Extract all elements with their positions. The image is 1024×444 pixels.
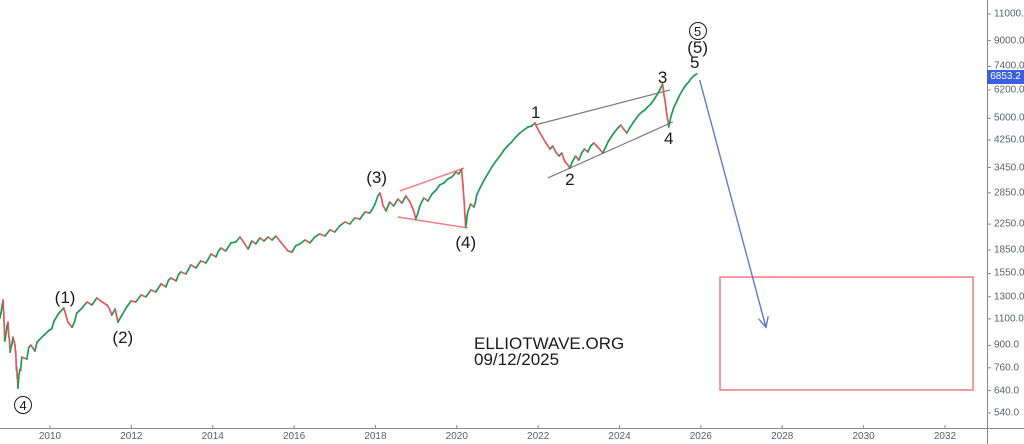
price-axis-label: 6200.0: [994, 84, 1024, 96]
wave-label-3[interactable]: (3): [366, 167, 388, 187]
wave-label-1[interactable]: 1: [530, 102, 541, 122]
price-axis-label: 760.0: [994, 362, 1020, 374]
wave-label-4[interactable]: 4: [664, 128, 674, 148]
watermark-date: 09/12/2025: [474, 350, 560, 369]
trendline-channel-lower[interactable]: [547, 121, 674, 179]
price-axis-label: 2850.0: [994, 187, 1024, 199]
watermark-site: ELLIOTWAVE.ORG: [474, 334, 625, 353]
time-axis-label: 2030: [852, 431, 875, 442]
wave-label-circled-5[interactable]: 5: [688, 21, 707, 40]
price-axis-label: 640.0: [994, 385, 1020, 397]
price-axis-label: 3450.0: [994, 162, 1024, 174]
trendline-wedge-lower[interactable]: [397, 216, 468, 229]
price-axis-label: 540.0: [994, 407, 1020, 419]
current-price-badge: 6853.2: [987, 69, 1024, 84]
time-axis-label: 2012: [120, 431, 143, 442]
time-axis-label: 2026: [689, 431, 712, 442]
price-axis-label: 2250.0: [994, 218, 1024, 230]
price-axis-label: 1100.0: [994, 313, 1024, 325]
wave-label-5[interactable]: 5: [690, 53, 700, 73]
wave-label-4[interactable]: (4): [455, 232, 477, 252]
forecast-arrow[interactable]: [698, 79, 767, 328]
trendline-wedge-upper[interactable]: [399, 167, 465, 192]
price-axis-label: 1550.0: [994, 267, 1024, 279]
trendline-channel-upper[interactable]: [534, 89, 671, 126]
price-axis-label: 4250.0: [994, 134, 1024, 146]
wave-label-5[interactable]: (5): [687, 37, 709, 57]
time-axis-label: 2014: [201, 431, 224, 442]
time-axis-label: 2010: [38, 431, 62, 442]
price-axis-label: 7400.0: [994, 60, 1024, 72]
wave-label-2[interactable]: (2): [112, 328, 134, 348]
price-axis-label: 9000.0: [994, 35, 1024, 47]
price-axis-label: 1300.0: [994, 291, 1024, 303]
time-axis-label: 2020: [445, 431, 468, 442]
price-axis-label: 5000.0: [994, 112, 1024, 124]
price-axis-label: 11000.0: [994, 8, 1024, 20]
price-axis-label: 900.0: [994, 339, 1020, 351]
wave-label-circled-4[interactable]: 4: [14, 395, 33, 414]
time-axis-label: 2022: [527, 431, 550, 442]
price-series[interactable]: [0, 73, 698, 389]
watermark: ELLIOTWAVE.ORG 09/12/2025: [474, 334, 625, 369]
target-zone-box[interactable]: [719, 276, 974, 391]
time-axis-label: 2024: [608, 431, 631, 442]
time-axis-label: 2016: [282, 431, 306, 442]
time-axis-label: 2032: [933, 431, 957, 442]
wave-label-3[interactable]: 3: [657, 67, 668, 87]
price-axis-label: 1850.0: [994, 244, 1024, 256]
wave-label-1[interactable]: (1): [54, 288, 76, 308]
time-axis-label: 2028: [771, 431, 794, 442]
wave-label-2[interactable]: 2: [565, 169, 575, 189]
time-axis-label: 2018: [364, 431, 387, 442]
forecast-arrow-head: [758, 316, 769, 329]
